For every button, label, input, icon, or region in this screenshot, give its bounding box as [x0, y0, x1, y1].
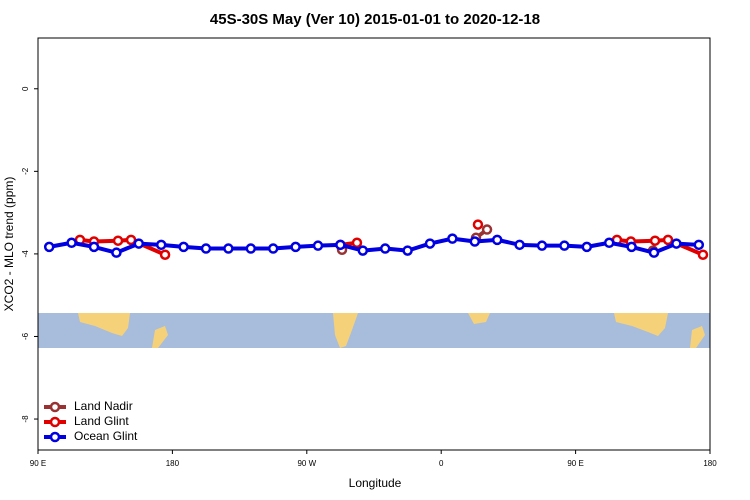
- data-point: [697, 249, 709, 260]
- data-point: [693, 239, 705, 251]
- data-point: [133, 238, 145, 249]
- legend-label: Ocean Glint: [74, 429, 138, 443]
- data-point: [178, 241, 189, 253]
- data-point: [351, 237, 363, 249]
- data-point: [491, 234, 503, 246]
- data-point: [357, 245, 369, 256]
- data-point: [379, 243, 391, 254]
- x-tick-label: 90 E: [567, 459, 583, 468]
- data-point: [112, 235, 124, 246]
- data-point: [223, 243, 234, 254]
- plot-frame: [37, 37, 711, 451]
- data-point: [111, 247, 122, 258]
- data-point: [559, 240, 570, 251]
- series-line: [48, 236, 699, 255]
- data-point: [159, 249, 171, 260]
- y-tick-label: 0: [21, 86, 30, 91]
- x-tick-label: 180: [166, 459, 180, 468]
- x-tick-label: 0: [439, 459, 444, 468]
- data-point: [626, 241, 637, 253]
- y-axis-label: XCO2 - MLO trend (ppm): [2, 177, 16, 312]
- data-point: [43, 241, 55, 253]
- data-point: [245, 243, 257, 254]
- data-point: [581, 241, 593, 253]
- data-point: [66, 237, 77, 249]
- legend-label: Land Glint: [74, 414, 129, 428]
- map-band: [38, 313, 710, 348]
- data-point: [424, 238, 436, 249]
- data-point: [514, 239, 525, 251]
- legend-marker: [49, 401, 61, 413]
- legend-label: Land Nadir: [74, 399, 133, 413]
- data-point: [662, 234, 674, 246]
- data-point: [649, 235, 661, 246]
- y-tick-label: -4: [21, 250, 30, 258]
- data-point: [155, 239, 167, 251]
- data-point: [125, 234, 137, 246]
- chart-title: 45S-30S May (Ver 10) 2015-01-01 to 2020-…: [210, 11, 540, 28]
- data-point: [447, 233, 458, 244]
- legend-marker: [49, 416, 61, 428]
- data-point: [603, 237, 615, 249]
- data-point: [671, 238, 682, 249]
- x-tick-label: 90 W: [297, 459, 316, 468]
- data-point: [402, 245, 413, 256]
- x-axis-label: Longitude: [349, 476, 402, 490]
- legend-marker: [49, 431, 61, 443]
- y-tick-label: -2: [21, 167, 30, 175]
- data-point: [481, 224, 493, 235]
- data-point: [200, 243, 212, 254]
- y-tick-label: -6: [21, 332, 30, 340]
- data-point: [469, 236, 481, 247]
- data-point: [335, 239, 346, 251]
- x-tick-label: 180: [703, 459, 717, 468]
- data-point: [648, 247, 660, 258]
- x-tick-label: 90 E: [30, 459, 46, 468]
- data-point: [536, 240, 548, 251]
- data-point: [290, 241, 301, 253]
- data-point: [312, 240, 324, 251]
- y-tick-label: -8: [21, 415, 30, 423]
- data-point: [267, 243, 279, 254]
- data-point: [88, 241, 100, 253]
- data-point: [472, 219, 484, 230]
